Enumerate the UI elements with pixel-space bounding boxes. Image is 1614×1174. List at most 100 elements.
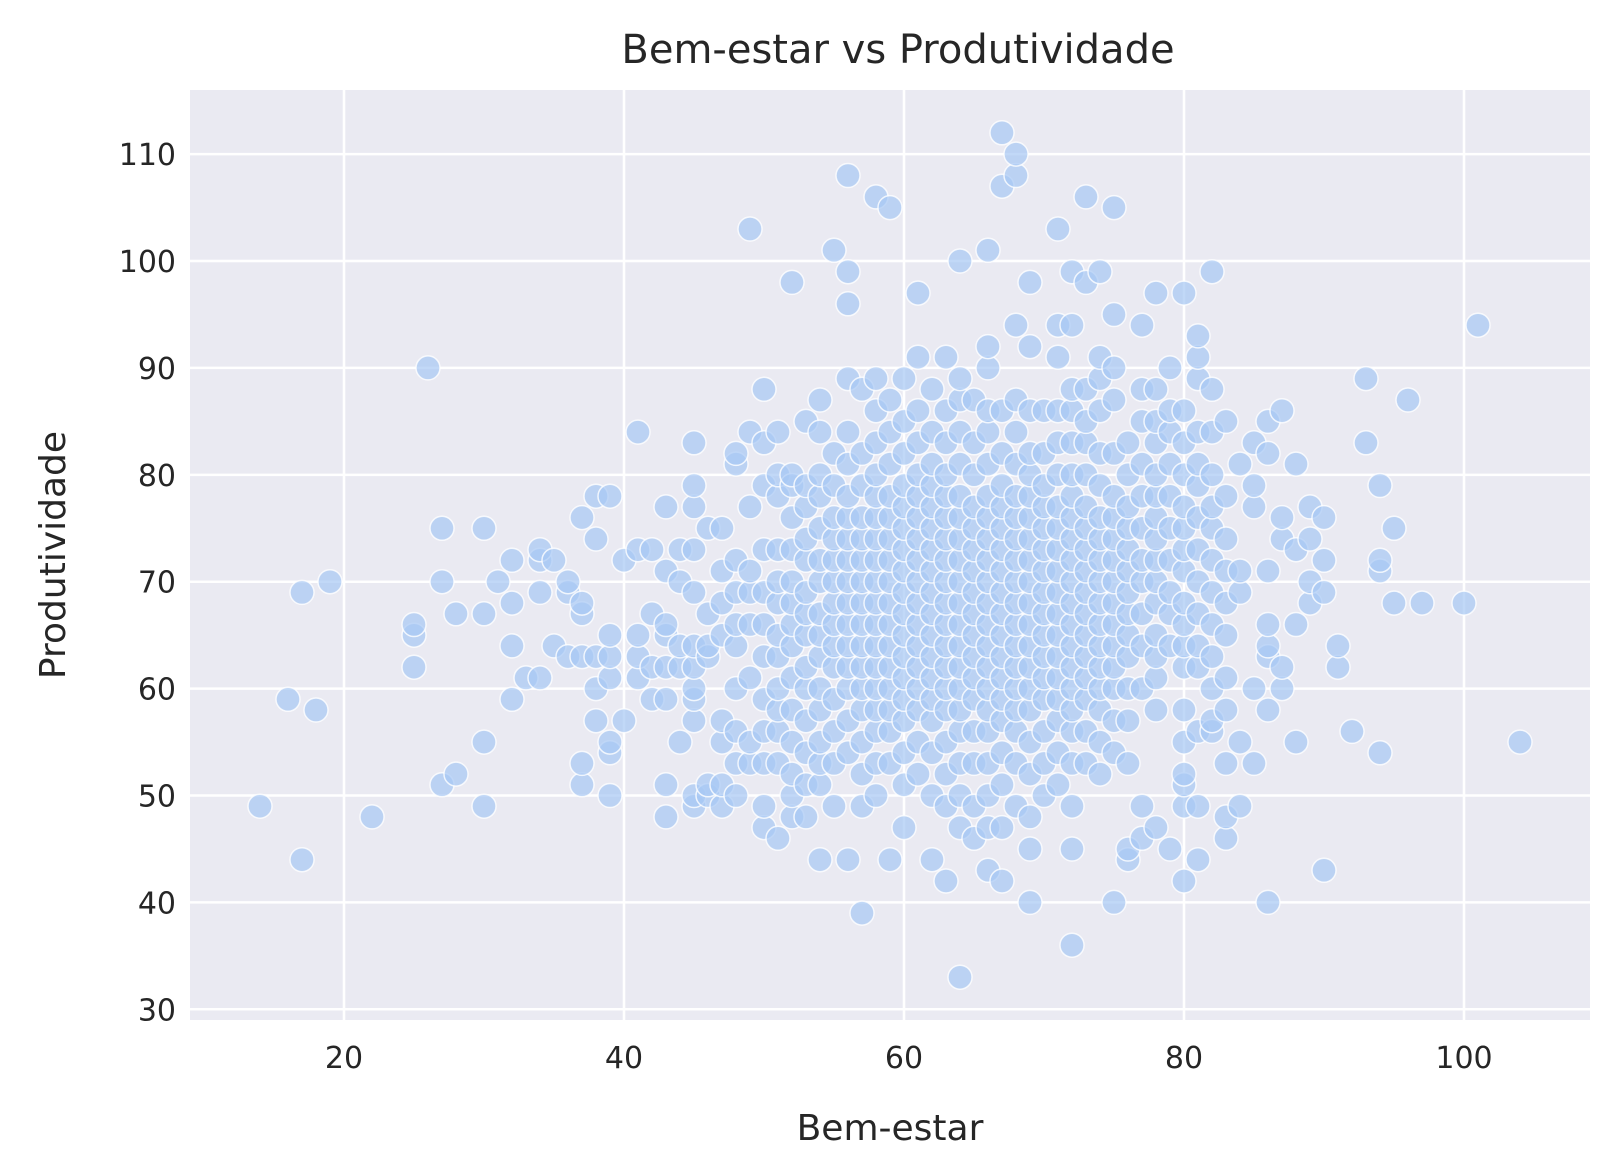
scatter-point <box>1115 750 1141 777</box>
scatter-point <box>1017 333 1043 360</box>
scatter-point <box>1045 344 1071 370</box>
scatter-point <box>1213 825 1239 852</box>
scatter-point <box>1199 376 1225 403</box>
x-tick-label: 40 <box>605 1041 643 1076</box>
scatter-point <box>1171 280 1197 306</box>
scatter-point <box>1227 579 1253 606</box>
scatter-point <box>1339 718 1365 745</box>
scatter-point <box>807 419 833 445</box>
x-tick-label: 60 <box>885 1041 923 1076</box>
scatter-point <box>1367 740 1393 766</box>
scatter-point <box>835 291 861 317</box>
scatter-point <box>1143 665 1169 691</box>
scatter-point <box>681 536 707 563</box>
scatter-point <box>1353 365 1379 392</box>
scatter-point <box>1227 729 1253 755</box>
scatter-point <box>681 472 707 499</box>
scatter-point <box>1185 846 1211 873</box>
scatter-point <box>737 665 763 691</box>
scatter-point <box>499 686 525 713</box>
scatter-point <box>947 964 973 990</box>
scatter-point <box>499 590 525 616</box>
scatter-point <box>485 568 511 595</box>
scatter-point <box>1045 772 1071 798</box>
scatter-point <box>1269 397 1295 424</box>
scatter-point <box>1171 761 1197 787</box>
scatter-point <box>1059 932 1085 958</box>
scatter-point <box>681 579 707 606</box>
scatter-point <box>653 494 679 520</box>
x-tick-label: 20 <box>325 1041 363 1076</box>
scatter-point <box>1129 312 1155 338</box>
scatter-point <box>1003 141 1029 167</box>
scatter-point <box>1255 440 1281 467</box>
scatter-point <box>1143 280 1169 306</box>
scatter-point <box>247 793 273 819</box>
scatter-point <box>1255 558 1281 584</box>
scatter-point <box>1185 323 1211 349</box>
scatter-point <box>471 601 497 627</box>
scatter-point <box>667 729 693 755</box>
x-axis-label: Bem-estar <box>797 1108 984 1149</box>
scatter-point <box>1227 793 1253 819</box>
scatter-point <box>1325 654 1351 680</box>
scatter-point <box>1199 462 1225 488</box>
scatter-point <box>1311 504 1337 531</box>
scatter-point <box>681 707 707 734</box>
scatter-point <box>443 761 469 787</box>
scatter-point <box>723 440 749 467</box>
scatter-point <box>1241 675 1267 702</box>
scatter-point <box>1059 793 1085 819</box>
scatter-point <box>1003 312 1029 338</box>
scatter-point <box>359 804 385 830</box>
scatter-point <box>681 430 707 456</box>
scatter-point <box>891 814 917 841</box>
scatter-point <box>1101 355 1127 381</box>
scatter-point <box>1255 697 1281 723</box>
scatter-point <box>1255 611 1281 638</box>
scatter-point <box>1283 611 1309 638</box>
scatter-point <box>1297 526 1323 552</box>
scatter-point <box>1381 590 1407 616</box>
scatter-point <box>1003 419 1029 445</box>
scatter-point <box>1129 793 1155 819</box>
scatter-point <box>611 707 637 734</box>
scatter-point <box>1143 376 1169 403</box>
scatter-point <box>1101 301 1127 328</box>
scatter-point <box>303 697 329 723</box>
scatter-point <box>821 793 847 819</box>
scatter-point <box>835 258 861 285</box>
y-tick-label: 80 <box>138 459 176 494</box>
scatter-point <box>849 900 875 926</box>
scatter-point <box>1143 697 1169 723</box>
scatter-point <box>1143 814 1169 841</box>
scatter-point <box>905 397 931 424</box>
scatter-point <box>569 504 595 531</box>
y-tick-label: 50 <box>138 780 176 815</box>
scatter-point <box>905 280 931 306</box>
scatter-point <box>527 665 553 691</box>
scatter-point <box>1017 804 1043 830</box>
scatter-point <box>821 237 847 264</box>
scatter-point <box>933 868 959 894</box>
scatter-point <box>1115 430 1141 456</box>
scatter-point <box>541 547 567 574</box>
y-tick-label: 90 <box>138 352 176 387</box>
y-tick-labels: 30 40 50 60 70 80 90 100 110 <box>119 138 176 1028</box>
scatter-point <box>1213 750 1239 777</box>
scatter-point <box>289 846 315 873</box>
scatter-point <box>1213 483 1239 509</box>
data-points <box>247 120 1533 990</box>
scatter-point <box>1017 889 1043 916</box>
scatter-point <box>877 387 903 413</box>
scatter-point <box>653 772 679 798</box>
y-tick-label: 100 <box>119 245 176 280</box>
scatter-point <box>1255 633 1281 659</box>
scatter-point <box>597 782 623 809</box>
scatter-point <box>1311 579 1337 606</box>
scatter-point <box>1115 707 1141 734</box>
scatter-point <box>1213 408 1239 435</box>
scatter-point <box>1045 216 1071 242</box>
scatter-point <box>1213 665 1239 691</box>
scatter-point <box>779 269 805 296</box>
